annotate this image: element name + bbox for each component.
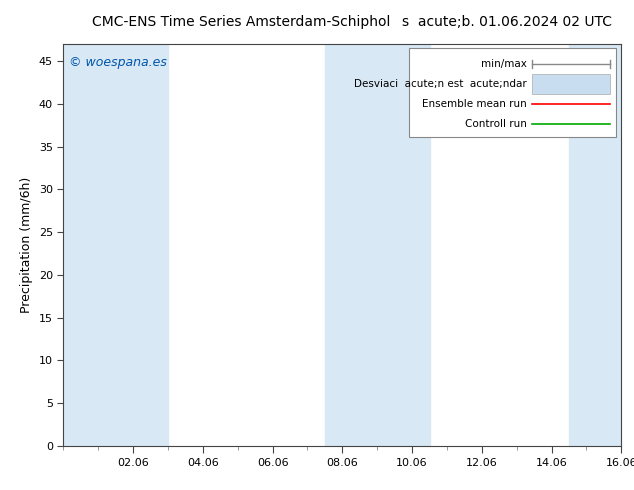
- Text: Ensemble mean run: Ensemble mean run: [422, 99, 526, 109]
- Bar: [532, 74, 610, 94]
- Y-axis label: Precipitation (mm/6h): Precipitation (mm/6h): [20, 177, 34, 313]
- Bar: [410, 48, 616, 137]
- Bar: [569, 44, 621, 446]
- Text: s  acute;b. 01.06.2024 02 UTC: s acute;b. 01.06.2024 02 UTC: [402, 15, 612, 29]
- Text: CMC-ENS Time Series Amsterdam-Schiphol: CMC-ENS Time Series Amsterdam-Schiphol: [92, 15, 390, 29]
- Bar: [63, 44, 168, 446]
- Text: min/max: min/max: [481, 59, 526, 69]
- Text: © woespana.es: © woespana.es: [69, 56, 167, 69]
- Text: Desviaci  acute;n est  acute;ndar: Desviaci acute;n est acute;ndar: [354, 79, 526, 89]
- Text: Controll run: Controll run: [465, 120, 526, 129]
- Bar: [325, 44, 429, 446]
